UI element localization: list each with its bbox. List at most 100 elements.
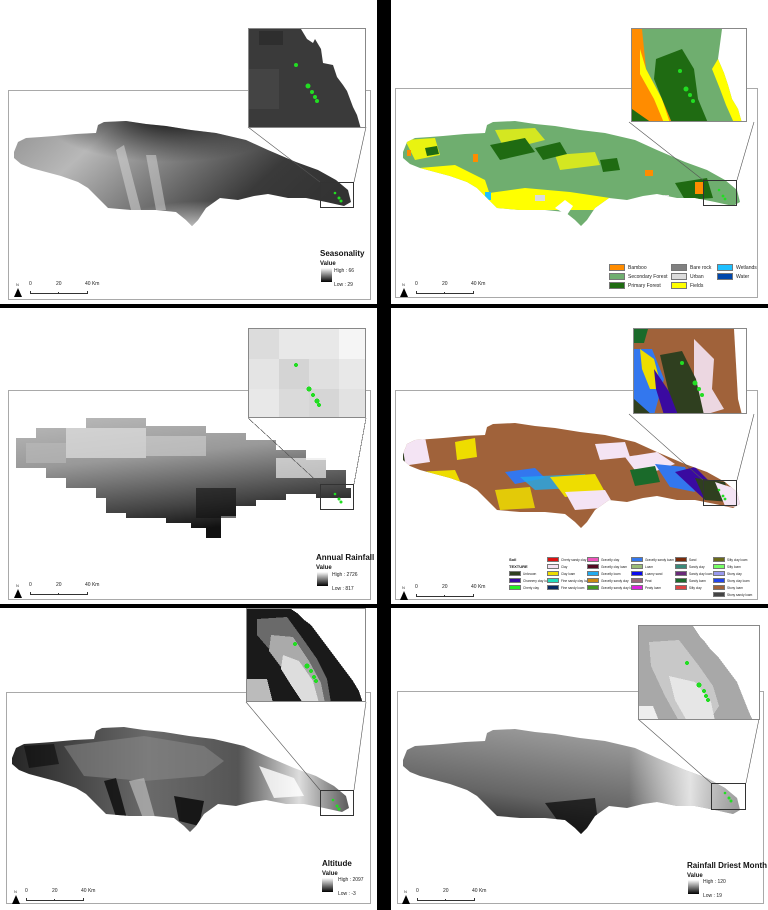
rainfall-driest-month-map-panel: Rainfall Driest Month Value High : 120 L… — [391, 608, 768, 910]
study-points — [331, 798, 341, 811]
study-points — [723, 791, 733, 803]
legend-item-bamboo: Bamboo — [609, 264, 667, 271]
legend-item: Gravelly clay loam — [587, 563, 636, 570]
zoom-extent-box — [711, 783, 746, 810]
swatch — [671, 273, 687, 280]
legend-item: Fine sandy clay loam — [547, 577, 594, 584]
legend-item: Cherty clay — [509, 584, 551, 591]
zoom-extent-box — [320, 484, 354, 510]
legend-high-value: High : 120 — [703, 879, 726, 885]
zoom-inset — [631, 28, 747, 122]
land-cover-raster — [403, 121, 755, 226]
swatch — [609, 282, 625, 289]
legend-item: Silty clay — [675, 584, 712, 591]
legend-item-bare-rock: Bare rock — [671, 264, 713, 271]
zoom-extent-box — [320, 182, 354, 208]
legend-title: Altitude — [322, 859, 352, 868]
zoom-extent-box — [703, 180, 737, 206]
legend-item: Clay — [547, 563, 594, 570]
study-points — [333, 492, 343, 504]
legend-item: Stony clay loam — [713, 577, 752, 584]
legend-item: Clay loam — [547, 570, 594, 577]
soil-texture-raster — [403, 413, 755, 528]
grayscale-ramp — [321, 268, 332, 282]
legend-item: Stony sandy loam — [713, 591, 752, 598]
north-arrow-icon: N — [400, 585, 408, 600]
legend-low-value: Low : 19 — [703, 893, 722, 899]
study-points — [333, 191, 343, 203]
legend-item: Loamy sand — [631, 570, 674, 577]
seasonality-raster — [14, 121, 367, 226]
legend-item: Stony clay — [713, 570, 752, 577]
legend-high-value: High : 2726 — [332, 572, 358, 578]
grayscale-ramp — [688, 880, 699, 894]
soil-texture-map-panel: Soil TEXTURE Unknown Channery clay loam … — [391, 308, 768, 604]
legend-low-value: Low : 817 — [332, 586, 354, 592]
legend-item: Loam — [631, 563, 674, 570]
legend-item: Sandy loam — [675, 577, 712, 584]
altitude-raster — [12, 701, 367, 832]
north-arrow-icon: N — [12, 889, 20, 904]
scale-bar: 0 20 40 Km — [28, 582, 108, 596]
altitude-map-panel: Altitude Value High : 2097 Low : -3 N 0 … — [0, 608, 377, 910]
legend-title: Soil — [509, 557, 517, 562]
legend-item: Gravelly loam — [587, 570, 636, 577]
seasonality-map-panel: Seasonality Value High : 66 Low : 29 N 0… — [0, 0, 377, 304]
land-cover-legend: Bamboo Bare rock Wetlands Secondary Fore… — [609, 264, 757, 289]
legend-item: Fine sandy loam — [547, 584, 594, 591]
zoom-inset — [248, 328, 366, 418]
legend-item-urban: Urban — [671, 273, 713, 280]
legend-item: Gravelly sandy loam — [631, 556, 674, 563]
zoom-inset — [633, 328, 747, 414]
swatch — [717, 273, 733, 280]
grayscale-ramp — [317, 572, 328, 586]
study-points — [717, 188, 727, 201]
zoom-inset — [246, 608, 366, 702]
swatch — [609, 273, 625, 280]
north-arrow-icon: N — [402, 889, 410, 904]
legend-item: Channery clay loam — [509, 577, 551, 584]
scale-bar: 0 20 40 Km — [414, 281, 494, 295]
legend-item: Silty loam — [713, 563, 752, 570]
legend-title: Seasonality — [320, 249, 365, 258]
legend-item: Gravelly clay — [587, 556, 636, 563]
legend-high-value: High : 2097 — [338, 877, 364, 883]
legend-item: Peat — [631, 577, 674, 584]
legend-item: Cherty sandy clay loam — [547, 556, 594, 563]
legend-item-fields: Fields — [671, 282, 713, 289]
rainfall-driest-month-raster — [403, 718, 760, 834]
scale-bar: 0 20 40 Km — [28, 281, 108, 295]
swatch — [671, 264, 687, 271]
legend-item: Peaty loam — [631, 584, 674, 591]
north-arrow-icon: N — [14, 583, 22, 598]
swatch — [671, 282, 687, 289]
annual-rainfall-map-panel: Annual Rainfall Value High : 2726 Low : … — [0, 308, 377, 604]
swatch — [717, 264, 733, 271]
legend-item: Gravelly sandy clay loam — [587, 584, 636, 591]
legend-item: Unknown — [509, 570, 551, 577]
legend-title: Annual Rainfall — [316, 553, 375, 562]
legend-item: Silty clay loam — [713, 556, 752, 563]
legend-high-value: High : 66 — [334, 268, 355, 274]
legend-item-secondary-forest: Secondary Forest — [609, 273, 667, 280]
legend-item: Sandy clay loam — [675, 570, 712, 577]
scale-bar: 0 20 40 Km — [24, 888, 104, 902]
zoom-inset — [638, 625, 760, 720]
legend-subtitle: Value — [320, 261, 336, 267]
north-arrow-icon: N — [400, 282, 408, 297]
legend-item: Sandy clay — [675, 563, 712, 570]
zoom-extent-box — [320, 790, 354, 816]
legend-title: Rainfall Driest Month — [687, 861, 768, 870]
scale-bar: 0 20 40 Km — [414, 584, 494, 598]
annual-rainfall-raster — [16, 417, 367, 538]
legend-item: Gravelly sandy clay — [587, 577, 636, 584]
legend-subtitle: Value — [322, 871, 338, 877]
legend-subtitle: TEXTURE — [509, 564, 528, 569]
legend-subtitle: Value — [316, 565, 332, 571]
grayscale-ramp — [322, 878, 333, 892]
legend-subtitle: Value — [687, 873, 703, 879]
zoom-extent-box — [703, 480, 737, 506]
north-arrow-icon: N — [14, 282, 22, 297]
legend-item-primary-forest: Primary Forest — [609, 282, 667, 289]
study-points — [717, 488, 727, 501]
